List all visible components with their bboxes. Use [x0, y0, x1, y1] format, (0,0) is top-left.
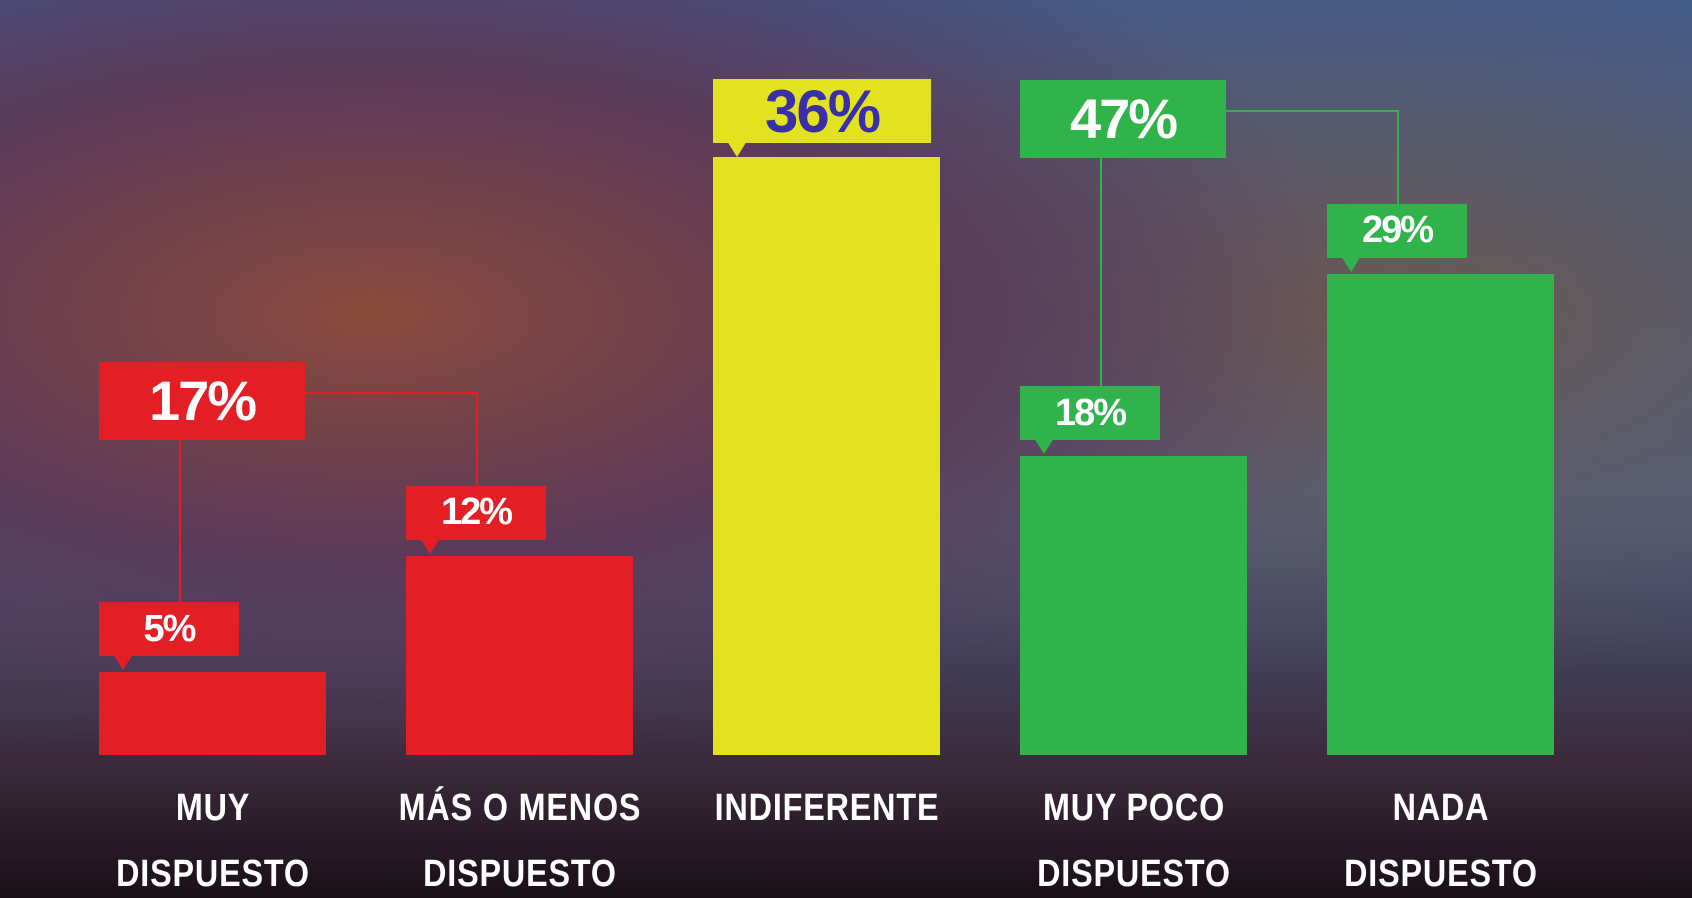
value-label: 12%: [406, 486, 546, 540]
category-label: MUY DISPUESTO: [85, 775, 340, 898]
value-label: 36%: [713, 79, 931, 143]
connector: [305, 392, 476, 394]
connector: [1100, 158, 1102, 387]
category-label: MUY POCO DISPUESTO: [1006, 775, 1261, 898]
bar: [406, 556, 633, 755]
connector: [476, 392, 478, 486]
connector: [1397, 110, 1399, 204]
bar: [1020, 456, 1247, 755]
group-label: 17%: [99, 362, 305, 440]
connector: [179, 440, 181, 602]
group-label: 47%: [1020, 80, 1226, 158]
value-label: 18%: [1020, 386, 1160, 440]
bar: [713, 157, 940, 755]
value-label: 29%: [1327, 204, 1467, 258]
bar: [99, 672, 326, 755]
category-label: MÁS O MENOS DISPUESTO: [392, 775, 647, 898]
connector: [1226, 110, 1397, 112]
bar: [1327, 274, 1554, 755]
chart: 5% MUY DISPUESTO 12% MÁS O MENOS DISPUESTO 3…: [0, 0, 1692, 898]
category-label: INDIFERENTE: [699, 775, 954, 841]
value-label: 5%: [99, 602, 239, 656]
category-label: NADA DISPUESTO: [1313, 775, 1568, 898]
